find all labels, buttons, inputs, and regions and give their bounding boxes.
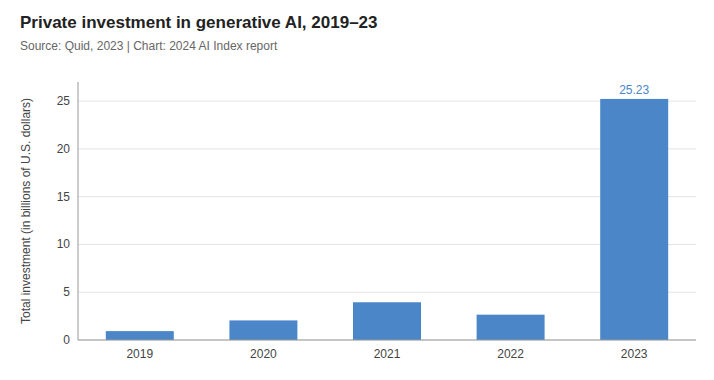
bar bbox=[477, 315, 545, 340]
bar bbox=[106, 331, 174, 340]
x-axis-line bbox=[78, 340, 696, 341]
chart-container: Private investment in generative AI, 201… bbox=[0, 0, 714, 380]
chart-svg: Private investment in generative AI, 201… bbox=[0, 0, 714, 380]
bar bbox=[600, 99, 668, 340]
title: Private investment in generative AI, 201… bbox=[20, 13, 378, 32]
x-tick-label: 2023 bbox=[621, 347, 648, 361]
y-axis-line bbox=[78, 82, 79, 340]
grid-line bbox=[78, 340, 696, 341]
x-tick-label: 2022 bbox=[497, 347, 524, 361]
y-tick-label: 0 bbox=[63, 333, 70, 347]
bar bbox=[353, 302, 421, 340]
page: {"chart_data": {"type": "bar", "title": … bbox=[0, 0, 714, 380]
x-tick-label: 2020 bbox=[250, 347, 277, 361]
bars bbox=[106, 99, 668, 340]
x-tick-label: 2019 bbox=[126, 347, 153, 361]
y-tick-label: 20 bbox=[57, 142, 71, 156]
annotation: 25.23 bbox=[619, 83, 649, 97]
x-tick-label: 2021 bbox=[374, 347, 401, 361]
y-tick-label: 10 bbox=[57, 237, 71, 251]
bar bbox=[229, 320, 297, 340]
y-tick-label: 15 bbox=[57, 190, 71, 204]
y-tick-label: 5 bbox=[63, 285, 70, 299]
y-tick-label: 25 bbox=[57, 94, 71, 108]
subtitle: Source: Quid, 2023 | Chart: 2024 AI Inde… bbox=[20, 39, 278, 53]
y-axis-label: Total investment (in billions of U.S. do… bbox=[19, 98, 33, 324]
